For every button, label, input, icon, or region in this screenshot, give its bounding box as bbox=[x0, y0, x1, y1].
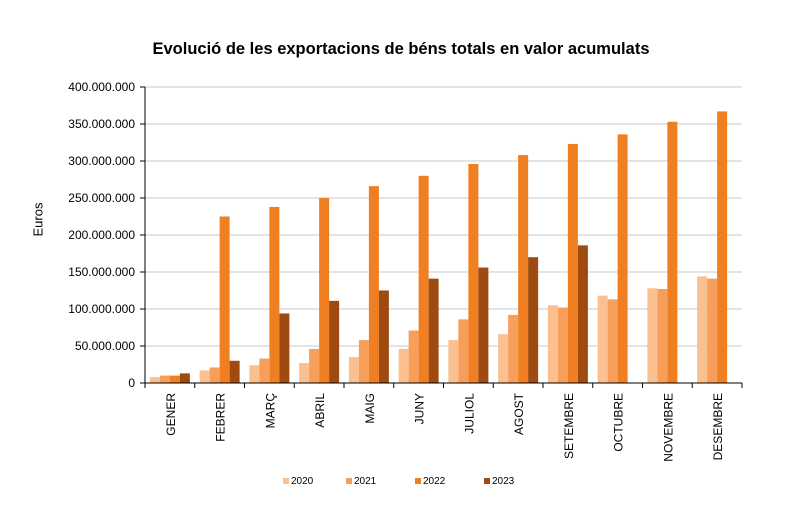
bar-2020-abril bbox=[299, 363, 310, 383]
bar-2020-octubre bbox=[597, 295, 608, 383]
bar-2021-novembre bbox=[657, 289, 668, 383]
y-tick-label: 350.000.000 bbox=[68, 117, 135, 131]
bar-2020-setembre bbox=[547, 305, 558, 383]
y-tick-label: 250.000.000 bbox=[68, 191, 135, 205]
bar-2022-febrer bbox=[219, 216, 230, 383]
bar-2022-desembre bbox=[717, 111, 728, 384]
bar-2021-desembre bbox=[707, 278, 718, 383]
bar-2021-setembre bbox=[557, 307, 568, 383]
bar-2020-juliol bbox=[448, 340, 459, 383]
bar-2020-febrer bbox=[199, 370, 210, 383]
bar-2022-novembre bbox=[667, 121, 678, 383]
y-tick-label: 0 bbox=[128, 376, 135, 390]
bar-2022-juliol bbox=[468, 163, 479, 383]
bar-2023-febrer bbox=[229, 360, 240, 383]
legend-swatch-2020 bbox=[283, 478, 289, 484]
bar-2020-maig bbox=[348, 357, 359, 383]
bar-2021-octubre bbox=[607, 299, 618, 383]
x-tick-label: SETEMBRE bbox=[562, 393, 576, 459]
bar-2023-setembre bbox=[577, 245, 588, 383]
bar-2023-juliol bbox=[478, 267, 489, 383]
bar-2021-maig bbox=[358, 340, 369, 383]
bar-2021-juliol bbox=[458, 319, 469, 383]
bar-2020-març bbox=[249, 365, 260, 383]
legend-swatch-2021 bbox=[346, 478, 352, 484]
x-tick-label: NOVEMBRE bbox=[661, 393, 675, 462]
bar-2020-desembre bbox=[697, 276, 708, 383]
y-tick-label: 200.000.000 bbox=[68, 228, 135, 242]
bar-2022-octubre bbox=[617, 134, 628, 383]
x-tick-label: OCTUBRE bbox=[612, 393, 626, 452]
bar-2023-gener bbox=[179, 373, 190, 383]
bar-2022-setembre bbox=[567, 143, 578, 383]
chart-title: Evolució de les exportacions de béns tot… bbox=[152, 40, 650, 58]
x-tick-label: ABRIL bbox=[313, 393, 327, 428]
legend-swatch-2022 bbox=[415, 478, 421, 484]
y-tick-label: 400.000.000 bbox=[68, 80, 135, 94]
x-tick-label: AGOST bbox=[512, 392, 526, 435]
bar-2020-agost bbox=[498, 334, 509, 383]
bar-2021-març bbox=[259, 358, 270, 383]
bar-2023-juny bbox=[428, 278, 439, 383]
bar-2022-agost bbox=[518, 155, 529, 383]
x-tick-label: JUNY bbox=[413, 393, 427, 424]
bar-2020-gener bbox=[149, 377, 160, 383]
bar-2023-març bbox=[279, 313, 290, 383]
bar-2022-abril bbox=[319, 198, 330, 383]
y-tick-label: 100.000.000 bbox=[68, 302, 135, 316]
bar-2020-novembre bbox=[647, 288, 658, 383]
bar-2023-agost bbox=[528, 257, 539, 383]
bar-2023-maig bbox=[378, 290, 389, 383]
x-tick-label: FEBRER bbox=[214, 393, 228, 442]
x-tick-label: GENER bbox=[164, 393, 178, 436]
y-tick-label: 300.000.000 bbox=[68, 154, 135, 168]
bar-2020-juny bbox=[398, 348, 409, 383]
bar-2022-març bbox=[269, 206, 280, 383]
bar-2021-febrer bbox=[209, 367, 220, 383]
y-tick-label: 50.000.000 bbox=[75, 339, 135, 353]
x-tick-label: MAIG bbox=[363, 393, 377, 424]
legend-swatch-2023 bbox=[484, 478, 490, 484]
bar-2023-abril bbox=[329, 300, 340, 383]
bar-2021-gener bbox=[159, 375, 170, 383]
y-tick-label: 150.000.000 bbox=[68, 265, 135, 279]
legend-label-2022: 2022 bbox=[423, 476, 446, 487]
bar-2022-juny bbox=[418, 175, 429, 383]
bar-2021-juny bbox=[408, 330, 419, 383]
bar-2021-abril bbox=[309, 348, 320, 383]
bar-2022-maig bbox=[368, 186, 379, 383]
x-tick-label: DESEMBRE bbox=[711, 393, 725, 460]
x-tick-label: JULIOL bbox=[462, 393, 476, 434]
bar-2022-gener bbox=[169, 375, 180, 383]
bar-2021-agost bbox=[508, 314, 519, 383]
legend-label-2021: 2021 bbox=[354, 476, 377, 487]
legend-label-2020: 2020 bbox=[291, 476, 314, 487]
legend-label-2023: 2023 bbox=[492, 476, 515, 487]
x-tick-label: MARÇ bbox=[263, 393, 277, 429]
